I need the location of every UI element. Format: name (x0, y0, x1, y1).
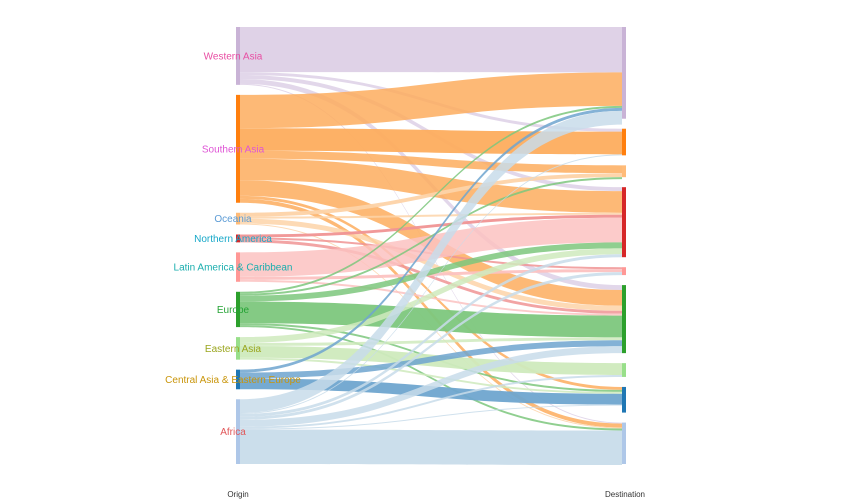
destination-bar-europe (622, 285, 626, 354)
flow-latin-america-to-northern-america (240, 217, 622, 277)
origin-axis-label: Origin (227, 490, 248, 499)
flow-africa-to-europe (240, 346, 622, 427)
destination-bar-eastern-asia (622, 363, 626, 377)
destination-bar-africa (622, 422, 626, 464)
flows-layer (240, 27, 622, 465)
origin-label-eastern-asia: Eastern Asia (205, 344, 262, 355)
flow-oceania-to-oceania (240, 173, 622, 217)
flow-central-asia-to-central-asia (240, 378, 622, 405)
flow-africa-to-northern-america (240, 254, 622, 417)
destination-axis-label: Destination (605, 490, 645, 499)
origin-bar-central-asia (236, 369, 240, 390)
flow-central-asia-to-western-asia (240, 107, 622, 373)
flow-northern-america-to-northern-america (240, 214, 622, 238)
flow-africa-to-western-asia (240, 110, 622, 414)
origin-label-europe: Europe (217, 305, 250, 316)
destination-bar-northern-america (622, 187, 626, 258)
origin-bar-africa (236, 399, 240, 464)
origin-bar-europe (236, 291, 240, 328)
flow-europe-to-western-asia (240, 105, 622, 294)
flow-northern-america-to-europe (240, 239, 622, 314)
origin-bar-southern-asia (236, 94, 240, 203)
flow-africa-to-central-asia (240, 404, 622, 430)
destination-bar-central-asia (622, 386, 626, 413)
flow-africa-to-africa (240, 429, 622, 465)
flow-europe-to-africa (240, 325, 622, 431)
origin-label-latin-america: Latin America & Caribbean (174, 263, 293, 274)
origin-label-northern-america: Northern America (194, 234, 272, 245)
flow-africa-to-southern-asia (240, 154, 622, 414)
origin-bar-western-asia (236, 27, 240, 85)
origin-label-oceania: Oceania (214, 214, 252, 225)
destination-bar-western-asia (622, 27, 626, 119)
flow-africa-to-latin-america (240, 272, 622, 420)
origin-label-central-asia: Central Asia & Eastern Europe (165, 375, 301, 386)
origin-bar-eastern-asia (236, 337, 240, 360)
flow-southern-asia-to-oceania (240, 150, 622, 174)
flow-africa-to-eastern-asia (240, 374, 622, 429)
flow-southern-asia-to-western-asia (240, 72, 622, 129)
flow-southern-asia-to-northern-america (240, 158, 622, 213)
flow-europe-to-northern-america (240, 242, 622, 302)
flow-europe-to-oceania (240, 177, 622, 296)
origin-bar-latin-america (236, 252, 240, 282)
flow-eastern-asia-to-northern-america (240, 248, 622, 343)
node-labels-layer: Western Asia Southern Asia Oceania Northern… (165, 51, 301, 438)
origin-label-africa: Africa (220, 427, 246, 438)
origin-bar-oceania (236, 212, 240, 225)
flow-europe-to-europe (240, 301, 622, 338)
destination-bar-southern-asia (622, 128, 626, 156)
destination-bar-oceania (622, 165, 626, 178)
origin-label-southern-asia: Southern Asia (202, 144, 265, 155)
flow-western-asia-to-western-asia (240, 27, 622, 73)
origin-label-western-asia: Western Asia (204, 51, 263, 62)
origin-bar-northern-america (236, 234, 240, 243)
flow-oceania-to-northern-america (240, 212, 622, 219)
destination-bar-latin-america (622, 267, 626, 276)
node-bars-layer (236, 27, 626, 464)
flow-eastern-asia-to-central-asia (240, 357, 622, 394)
flow-central-asia-to-europe (240, 340, 622, 379)
